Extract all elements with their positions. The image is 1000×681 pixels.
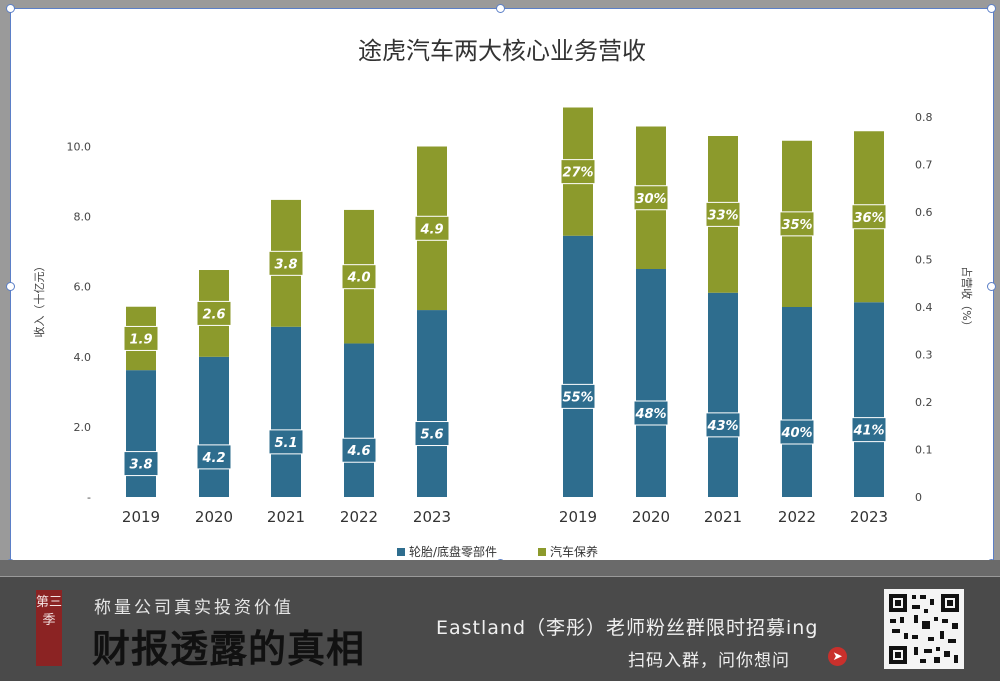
right-tick-label: 0.4 [915, 301, 933, 314]
left-data-label-box [268, 429, 304, 455]
right-data-label-box [779, 211, 815, 237]
right-data-label-box [633, 400, 669, 426]
right-data-label-box [705, 412, 741, 438]
resize-handle-left[interactable] [6, 282, 15, 291]
resize-handle-top[interactable] [496, 4, 505, 13]
right-tick-label: 0.7 [915, 159, 933, 172]
right-tick-label: 0.5 [915, 254, 933, 267]
left-data-label: 2.6 [202, 307, 225, 322]
right-tick-label: 0.3 [915, 349, 933, 362]
right-bar-tires [854, 302, 884, 497]
right-category-label: 2023 [850, 508, 888, 526]
left-tick-label: 2.0 [74, 421, 92, 434]
left-data-label: 5.1 [274, 436, 297, 451]
left-axis-label: 收入（十亿元） [32, 261, 46, 338]
resize-handle-top-right[interactable] [987, 4, 996, 13]
left-bar-tires [199, 356, 229, 497]
right-data-label: 33% [707, 208, 738, 223]
legend-swatch-maintenance [538, 548, 546, 556]
banner-scan-text: 扫码入群，问你想问 [628, 651, 790, 671]
left-data-label: 3.8 [129, 458, 152, 473]
legend-label-tires: 轮胎/底盘零部件 [409, 544, 497, 559]
right-data-label: 48% [634, 407, 666, 422]
right-tick-label: 0 [915, 491, 922, 504]
resize-handle-top-left[interactable] [6, 4, 15, 13]
left-bar-tires [344, 343, 374, 497]
separator-strip [0, 560, 1000, 576]
right-data-label-box [560, 383, 596, 409]
right-category-label: 2021 [704, 508, 742, 526]
left-data-label-box [341, 264, 377, 290]
arrow-right-circle-icon[interactable]: ➤ [828, 647, 847, 666]
left-data-label-box [414, 215, 450, 241]
left-tick-label: - [87, 491, 91, 504]
left-tick-label: 10.0 [67, 141, 92, 154]
chart-area[interactable]: 途虎汽车两大核心业务营收 - 2.0 4.0 6.0 8.0 10.0 收入（十亿元） 3.8 1… [10, 8, 994, 565]
left-data-label: 1.9 [129, 332, 152, 347]
left-data-label: 3.8 [274, 257, 297, 272]
left-data-label-box [341, 437, 377, 463]
right-axis-label: 占营收（%） [960, 266, 974, 331]
right-tick-label: 0.6 [915, 206, 933, 219]
left-category-label: 2020 [195, 508, 233, 526]
right-data-label-box [633, 185, 669, 211]
left-category-label: 2021 [267, 508, 305, 526]
right-bar-tires [782, 307, 812, 497]
left-bar-tires [271, 326, 301, 497]
left-data-label-box [123, 325, 159, 351]
banner-main-title: 财报透露的真相 [92, 626, 366, 671]
left-data-label-box [123, 451, 159, 477]
left-category-label: 2022 [340, 508, 378, 526]
right-bar-tires [636, 269, 666, 497]
banner-subtitle: 称量公司真实投资价值 [94, 598, 294, 618]
right-category-label: 2020 [632, 508, 670, 526]
left-data-label: 4.6 [346, 444, 370, 459]
legend-swatch-tires [397, 548, 405, 556]
right-data-label: 30% [635, 192, 666, 207]
right-data-label-box [851, 204, 887, 230]
left-bar-tires [126, 370, 156, 497]
left-data-label-box [196, 300, 232, 326]
resize-handle-right[interactable] [987, 282, 996, 291]
left-tick-label: 8.0 [74, 211, 92, 224]
season-badge: 第三季 [36, 590, 62, 666]
left-data-label: 4.9 [419, 222, 443, 237]
left-category-label: 2019 [122, 508, 160, 526]
left-tick-label: 6.0 [74, 281, 92, 294]
left-data-label-box [414, 421, 450, 447]
right-category-label: 2022 [778, 508, 816, 526]
right-data-label: 27% [562, 166, 593, 181]
right-data-label-box [779, 419, 815, 445]
right-data-label: 55% [562, 390, 593, 405]
right-data-label-box [851, 417, 887, 443]
chart-title: 途虎汽车两大核心业务营收 [358, 37, 646, 65]
left-data-label: 4.0 [346, 271, 370, 286]
left-category-label: 2023 [413, 508, 451, 526]
left-tick-label: 4.0 [74, 351, 92, 364]
right-bar-tires [708, 292, 738, 497]
left-data-label: 4.2 [201, 451, 225, 466]
right-data-label: 40% [780, 426, 812, 441]
banner-recruit-text: Eastland（李彤）老师粉丝群限时招募ing [436, 617, 819, 639]
right-data-label: 36% [853, 211, 884, 226]
qr-code-icon[interactable] [884, 589, 964, 669]
right-category-label: 2019 [559, 508, 597, 526]
right-data-label: 35% [781, 218, 812, 233]
chart-svg: 途虎汽车两大核心业务营收 - 2.0 4.0 6.0 8.0 10.0 收入（十亿元） 3.8 1… [32, 37, 974, 559]
right-data-label: 41% [852, 424, 884, 439]
left-data-label-box [268, 250, 304, 276]
right-tick-label: 0.1 [915, 444, 933, 457]
left-data-label: 5.6 [420, 428, 443, 443]
right-bar-tires [563, 235, 593, 497]
right-tick-label: 0.8 [915, 111, 933, 124]
right-tick-label: 0.2 [915, 396, 933, 409]
right-data-label-box [560, 159, 596, 185]
right-data-label: 43% [706, 419, 738, 434]
left-data-label-box [196, 444, 232, 470]
legend-label-maintenance: 汽车保养 [550, 544, 598, 559]
left-bar-tires [417, 310, 447, 497]
right-data-label-box [705, 201, 741, 227]
